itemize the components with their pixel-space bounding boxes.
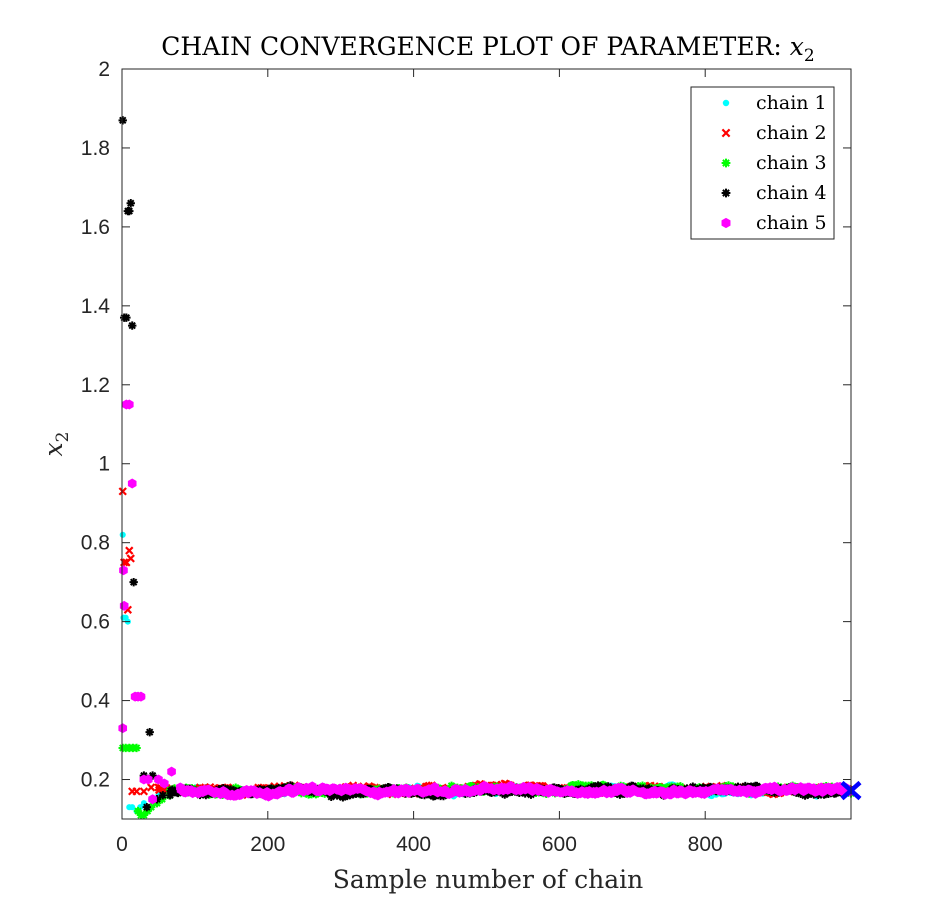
data-point <box>148 771 157 780</box>
data-point <box>118 487 127 496</box>
y-tick-label: 0.4 <box>81 690 111 713</box>
data-point <box>125 206 134 216</box>
y-tick-label: 1.4 <box>81 295 111 318</box>
y-tick-label: 0.8 <box>81 532 110 555</box>
data-point <box>133 806 143 816</box>
y-tick-label: 1.2 <box>81 374 110 397</box>
legend-label: chain 1 <box>756 92 827 114</box>
y-tick-label: 0.2 <box>81 769 110 792</box>
data-point <box>146 783 156 792</box>
data-point <box>139 787 149 796</box>
chart-title-text: CHAIN CONVERGENCE PLOT OF PARAMETER: <box>161 32 782 61</box>
chart-title: CHAIN CONVERGENCE PLOT OF PARAMETER: x2 <box>161 32 814 66</box>
data-point <box>122 313 131 322</box>
data-point <box>139 810 149 820</box>
data-point <box>165 791 175 800</box>
data-point <box>167 766 176 777</box>
data-point <box>119 565 128 576</box>
x-tick-label: 200 <box>250 833 285 856</box>
y-axis-label-var: x <box>39 442 68 456</box>
data-point <box>128 321 137 330</box>
y-tick-label: 1.8 <box>81 137 110 160</box>
y-tick-label: 1 <box>98 453 110 476</box>
y-axis-label-sub: 2 <box>53 432 73 443</box>
legend-marker <box>721 158 731 168</box>
data-point <box>127 478 137 489</box>
legend-marker <box>721 188 731 198</box>
data-point <box>118 723 128 734</box>
data-point <box>152 795 162 804</box>
data-point <box>118 116 127 125</box>
data-point <box>148 794 157 805</box>
data-point <box>158 791 168 800</box>
legend-label: chain 5 <box>756 212 827 234</box>
y-tick-label: 0.6 <box>81 611 110 634</box>
data-point <box>125 546 134 555</box>
legend-marker <box>721 128 731 138</box>
data-point <box>145 727 154 737</box>
data-point <box>142 802 151 812</box>
legend: chain 1 chain 2 chain 3 chain 4 chain 5 <box>690 86 835 240</box>
x-axis: 0 200 400 600 800 <box>116 69 723 856</box>
x-axis-label: Sample number of chain <box>333 865 643 894</box>
y-axis-label: x2 <box>39 432 73 457</box>
legend-marker <box>721 217 731 229</box>
x-tick-label: 600 <box>542 833 577 856</box>
legend-box <box>690 86 835 240</box>
data-point <box>136 691 146 702</box>
legend-label: chain 2 <box>756 122 827 144</box>
data-point <box>132 743 141 753</box>
legend-label: chain 4 <box>756 182 827 204</box>
chart-title-var: x <box>790 32 804 61</box>
data-point <box>159 778 169 789</box>
data-point <box>126 554 135 563</box>
legend-label: chain 3 <box>756 152 827 174</box>
data-point <box>129 577 138 587</box>
series-5 <box>118 399 855 805</box>
data-point <box>124 399 134 410</box>
y-tick-label: 2 <box>98 58 110 81</box>
y-tick-label: 1.6 <box>81 216 110 239</box>
axes-box <box>121 68 852 820</box>
data-points <box>118 116 862 820</box>
data-point <box>119 531 126 538</box>
x-tick-label: 0 <box>116 833 128 856</box>
data-point <box>126 199 135 208</box>
data-point <box>129 804 136 811</box>
y-axis: 0.2 0.4 0.6 0.8 1 1.2 1.4 1.6 1.8 2 <box>81 58 851 792</box>
x-tick-label: 400 <box>396 833 431 856</box>
chart-title-sub: 2 <box>804 46 815 66</box>
data-point <box>146 802 156 812</box>
data-point <box>143 774 153 785</box>
data-point <box>132 787 141 796</box>
x-tick-label: 800 <box>688 833 723 856</box>
legend-marker <box>722 99 730 107</box>
